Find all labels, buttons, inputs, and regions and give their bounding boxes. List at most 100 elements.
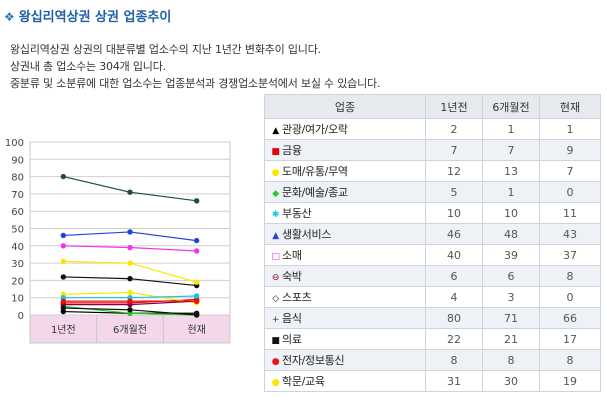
value-cell: 0 — [539, 286, 601, 308]
page-title: ❖ 왕십리역상권 상권 업종추이 — [4, 6, 171, 25]
value-cell: 39 — [482, 244, 540, 266]
y-tick-label: 40 — [11, 242, 24, 253]
table-row: ■ 금융 7 7 9 — [264, 139, 601, 161]
category-cell: ● 도매/유통/무역 — [264, 160, 426, 182]
value-cell: 22 — [425, 328, 483, 350]
table-row: ◆ 문화/예술/종교 5 1 0 — [264, 181, 601, 203]
legend-marker-icon: ◆ — [272, 189, 279, 199]
data-point — [127, 307, 133, 313]
data-point — [127, 229, 133, 235]
value-cell: 1 — [482, 118, 540, 140]
legend-marker-icon: ⊖ — [271, 273, 280, 283]
category-cell: ◇ 스포츠 — [264, 286, 426, 308]
industry-table: 업종 1년전 6개월전 현재 ▲ 관광/여가/오락 2 1 1 ■ 금융 7 7 9 ● 도매/유통/… — [264, 94, 601, 392]
value-cell: 80 — [425, 307, 483, 329]
legend-marker-icon: ▲ — [272, 231, 279, 241]
data-point — [193, 237, 200, 244]
value-cell: 40 — [425, 244, 483, 266]
legend-marker-icon: ● — [271, 357, 280, 367]
diamond-bullet-icon: ❖ — [4, 10, 15, 24]
table-row: + 음식 80 71 66 — [264, 307, 601, 329]
data-point — [60, 243, 67, 249]
table-row: ⊖ 숙박 6 6 8 — [264, 265, 601, 287]
header-current: 현재 — [539, 94, 601, 119]
value-cell: 71 — [482, 307, 540, 329]
category-cell: ✱ 부동산 — [264, 202, 426, 224]
category-cell: ● 학문/교육 — [264, 370, 426, 392]
data-point — [60, 232, 67, 239]
category-cell: ⊖ 숙박 — [264, 265, 426, 287]
data-point — [193, 198, 200, 204]
legend-marker-icon: ■ — [271, 336, 280, 346]
value-cell: 17 — [539, 328, 601, 350]
description-line-2: 상권내 총 업소수는 304개 입니다. — [10, 60, 166, 73]
category-name: 스포츠 — [282, 291, 312, 304]
category-name: 전자/정보통신 — [282, 354, 345, 367]
value-cell: 3 — [482, 286, 540, 308]
y-tick-label: 0 — [18, 311, 24, 322]
y-tick-label: 70 — [11, 190, 24, 201]
value-cell: 5 — [425, 181, 483, 203]
value-cell: 10 — [482, 202, 540, 224]
value-cell: 8 — [539, 265, 601, 287]
page-title-text: 왕십리역상권 상권 업종추이 — [18, 10, 172, 25]
category-name: 의료 — [282, 333, 302, 346]
header-category: 업종 — [264, 94, 426, 119]
header-1-year-ago: 1년전 — [425, 94, 483, 119]
y-tick-label: 80 — [11, 173, 24, 184]
category-cell: ▲ 관광/여가/오락 — [264, 118, 426, 140]
legend-marker-icon: ● — [271, 168, 280, 178]
data-point — [60, 173, 67, 180]
category-cell: ■ 금융 — [264, 139, 426, 161]
value-cell: 8 — [539, 349, 601, 371]
legend-marker-icon: ■ — [271, 147, 280, 157]
category-name: 부동산 — [282, 207, 312, 220]
value-cell: 37 — [539, 244, 601, 266]
category-name: 문화/예술/종교 — [282, 186, 348, 199]
value-cell: 1 — [482, 181, 540, 203]
category-cell: ▲ 생활서비스 — [264, 223, 426, 245]
category-cell: + 음식 — [264, 307, 426, 329]
value-cell: 10 — [425, 202, 483, 224]
value-cell: 12 — [425, 160, 483, 182]
value-cell: 8 — [482, 349, 540, 371]
value-cell: 66 — [539, 307, 601, 329]
x-tick-label: 1년전 — [51, 324, 76, 336]
category-name: 소매 — [282, 249, 302, 262]
category-name: 관광/여가/오락 — [282, 123, 348, 136]
value-cell: 0 — [539, 181, 601, 203]
y-tick-label: 90 — [11, 155, 24, 166]
data-point — [193, 248, 200, 254]
category-name: 음식 — [282, 312, 302, 325]
data-point — [127, 298, 133, 304]
description-line-3: 중분류 및 소분류에 대한 업소수는 업종분석과 경쟁업소분석에서 보실 수 있… — [10, 77, 381, 90]
table-row: ▲ 생활서비스 46 48 43 — [264, 223, 601, 245]
data-point — [60, 274, 67, 280]
value-cell: 1 — [539, 118, 601, 140]
data-point — [127, 189, 133, 195]
table-row: ● 학문/교육 31 30 19 — [264, 370, 601, 392]
category-cell: □ 소매 — [264, 244, 426, 266]
y-tick-label: 30 — [11, 259, 24, 270]
value-cell: 7 — [539, 160, 601, 182]
value-cell: 19 — [539, 370, 601, 392]
category-name: 생활서비스 — [282, 228, 332, 241]
value-cell: 6 — [425, 265, 483, 287]
value-cell: 11 — [539, 202, 601, 224]
header-6-months-ago: 6개월전 — [482, 94, 540, 119]
category-cell: ◆ 문화/예술/종교 — [264, 181, 426, 203]
data-point — [127, 275, 133, 282]
category-name: 숙박 — [282, 270, 302, 283]
y-tick-label: 10 — [11, 294, 24, 305]
data-point — [193, 298, 200, 304]
category-cell: ■ 의료 — [264, 328, 426, 350]
data-point — [60, 298, 67, 304]
table-row: ◇ 스포츠 4 3 0 — [264, 286, 601, 308]
value-cell: 7 — [482, 139, 540, 161]
trend-line-chart: 0 10 20 30 40 50 60 70 80 90 100 1년전 6개월전 현재 — [5, 138, 231, 344]
y-tick-label: 100 — [5, 138, 24, 149]
table-header-row: 업종 1년전 6개월전 현재 — [264, 94, 601, 119]
value-cell: 7 — [425, 139, 483, 161]
x-tick-label: 6개월전 — [113, 324, 147, 336]
legend-marker-icon: □ — [271, 252, 280, 262]
